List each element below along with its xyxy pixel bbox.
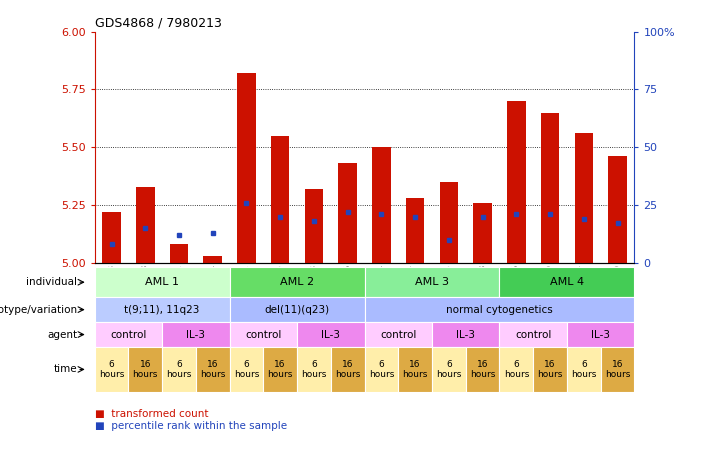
Bar <box>372 147 390 263</box>
Bar <box>95 297 230 322</box>
Bar <box>170 244 189 263</box>
Bar <box>230 347 264 392</box>
Text: 16
hours: 16 hours <box>538 360 563 379</box>
Bar <box>533 347 567 392</box>
Text: AML 1: AML 1 <box>145 277 179 287</box>
Bar <box>95 347 128 392</box>
Bar <box>203 256 222 263</box>
Bar <box>567 322 634 347</box>
Text: control: control <box>245 329 282 340</box>
Text: 6
hours: 6 hours <box>301 360 327 379</box>
Bar <box>271 136 290 263</box>
Text: t(9;11), 11q23: t(9;11), 11q23 <box>124 304 200 315</box>
Text: del(11)(q23): del(11)(q23) <box>264 304 329 315</box>
Bar <box>465 347 499 392</box>
Text: 16
hours: 16 hours <box>402 360 428 379</box>
Bar <box>162 347 196 392</box>
Bar <box>365 267 499 297</box>
Text: individual: individual <box>26 277 77 287</box>
Bar <box>499 347 533 392</box>
Text: AML 2: AML 2 <box>280 277 314 287</box>
Bar <box>95 267 230 297</box>
Bar <box>339 164 357 263</box>
Bar <box>432 347 465 392</box>
Text: 6
hours: 6 hours <box>503 360 529 379</box>
Text: IL-3: IL-3 <box>186 329 205 340</box>
Text: IL-3: IL-3 <box>591 329 610 340</box>
Text: 16
hours: 16 hours <box>470 360 496 379</box>
Text: GDS4868 / 7980213: GDS4868 / 7980213 <box>95 16 222 29</box>
Text: 6
hours: 6 hours <box>436 360 461 379</box>
Bar <box>499 267 634 297</box>
Text: ■  percentile rank within the sample: ■ percentile rank within the sample <box>95 421 287 431</box>
Bar <box>264 347 297 392</box>
Text: 6
hours: 6 hours <box>571 360 597 379</box>
Bar <box>432 322 499 347</box>
Text: time: time <box>53 364 77 375</box>
Bar <box>365 322 432 347</box>
Bar <box>230 322 297 347</box>
Bar <box>305 189 323 263</box>
Text: AML 3: AML 3 <box>415 277 449 287</box>
Bar <box>440 182 458 263</box>
Text: 6
hours: 6 hours <box>99 360 124 379</box>
Text: control: control <box>515 329 552 340</box>
Bar <box>507 101 526 263</box>
Text: control: control <box>110 329 147 340</box>
Bar <box>162 322 230 347</box>
Text: normal cytogenetics: normal cytogenetics <box>446 304 553 315</box>
Text: 16
hours: 16 hours <box>605 360 630 379</box>
Bar <box>128 347 162 392</box>
Bar <box>608 156 627 263</box>
Bar <box>365 347 398 392</box>
Text: 16
hours: 16 hours <box>200 360 226 379</box>
Text: 16
hours: 16 hours <box>335 360 360 379</box>
Text: 6
hours: 6 hours <box>166 360 191 379</box>
Bar <box>331 347 365 392</box>
Bar <box>540 112 559 263</box>
Text: IL-3: IL-3 <box>456 329 475 340</box>
Bar <box>406 198 424 263</box>
Text: control: control <box>380 329 416 340</box>
Text: genotype/variation: genotype/variation <box>0 304 77 315</box>
Bar <box>297 322 365 347</box>
Bar <box>499 322 567 347</box>
Bar <box>196 347 230 392</box>
Text: 16
hours: 16 hours <box>132 360 158 379</box>
Bar <box>136 187 154 263</box>
Bar <box>102 212 121 263</box>
Bar <box>230 267 365 297</box>
Bar <box>297 347 331 392</box>
Bar <box>473 202 492 263</box>
Bar <box>398 347 432 392</box>
Bar <box>601 347 634 392</box>
Bar <box>567 347 601 392</box>
Bar <box>95 322 162 347</box>
Text: AML 4: AML 4 <box>550 277 584 287</box>
Text: 6
hours: 6 hours <box>369 360 394 379</box>
Bar <box>365 297 634 322</box>
Text: agent: agent <box>47 329 77 340</box>
Text: ■  transformed count: ■ transformed count <box>95 410 208 419</box>
Text: IL-3: IL-3 <box>321 329 340 340</box>
Bar <box>237 73 256 263</box>
Text: 16
hours: 16 hours <box>268 360 293 379</box>
Bar <box>575 133 593 263</box>
Bar <box>230 297 365 322</box>
Text: 6
hours: 6 hours <box>233 360 259 379</box>
